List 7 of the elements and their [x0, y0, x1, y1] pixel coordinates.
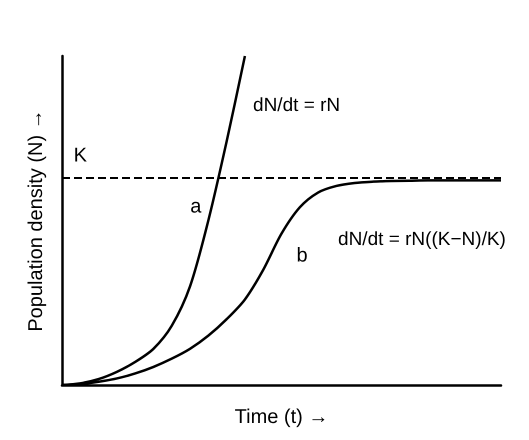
- annotation: dN/dt = rN: [253, 95, 340, 116]
- series-label: b: [296, 244, 308, 267]
- x-axis-title: Time (t) →: [234, 406, 328, 428]
- ref-line-label: K: [74, 144, 88, 167]
- series-label: a: [190, 196, 202, 218]
- y-axis-title: Population density (N) →: [25, 109, 47, 332]
- annotation: dN/dt = rN((K−N)/K): [338, 229, 506, 250]
